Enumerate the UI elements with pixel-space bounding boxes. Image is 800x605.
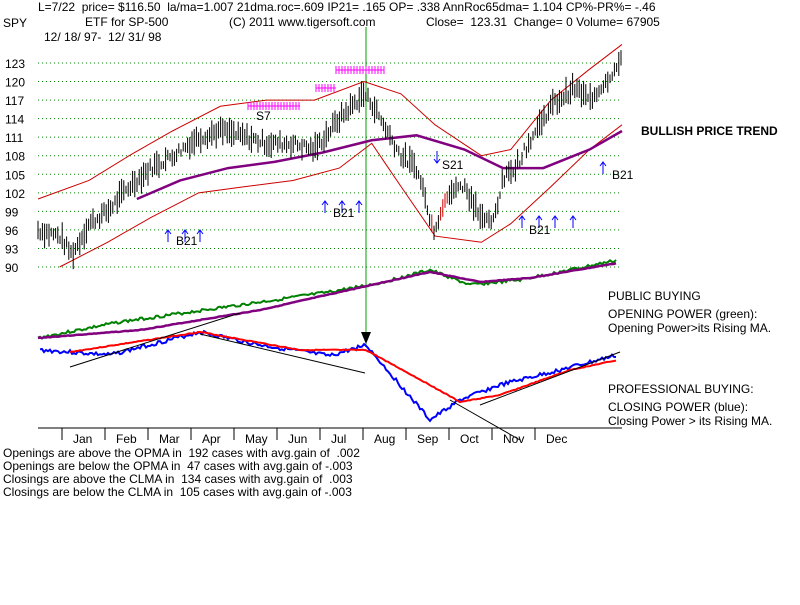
y-axis-ticks: 123 120 117 114 111 108 105 102 99 96 93 90 — [5, 57, 25, 275]
month-label: Nov — [503, 432, 524, 446]
ticker-label: SPY — [3, 16, 28, 30]
stats-line: L=7/22 price= $116.50 la/ma=1.007 21dma.… — [38, 0, 656, 14]
month-label: Aug — [374, 432, 395, 446]
buy-arrow-icon — [518, 215, 526, 228]
trendline — [199, 333, 366, 374]
buy-arrow-icon — [181, 229, 189, 242]
trendline — [449, 399, 521, 441]
signal-b21-3: B21 — [529, 223, 551, 237]
buy-arrow-icon — [535, 215, 543, 228]
y-tick-label: 102 — [5, 187, 25, 201]
y-tick-label: 90 — [5, 261, 19, 275]
buy-arrow-icon — [355, 200, 363, 213]
upper-band-line — [37, 44, 623, 200]
price-bands — [37, 44, 623, 268]
close-line: Close= 123.31 Change= 0 Volume= 67905 — [426, 15, 660, 29]
month-label: Mar — [159, 432, 180, 446]
y-tick-label: 117 — [5, 94, 24, 108]
etf-name: ETF for SP-500 — [85, 15, 169, 29]
opening-power-title: OPENING POWER (green): — [608, 307, 758, 321]
price-grid — [38, 62, 622, 268]
indicator-panel — [37, 258, 621, 441]
stats-line-2: Openings are below the OPMA in 47 cases … — [3, 459, 353, 473]
closing-power-ma-line — [69, 330, 617, 404]
y-tick-label: 105 — [5, 168, 25, 182]
sell-marks — [247, 66, 385, 110]
y-tick-label: 93 — [5, 242, 19, 256]
buy-arrow-icon — [196, 229, 204, 242]
month-label: Jun — [288, 432, 307, 446]
month-label: Jan — [73, 432, 92, 446]
buy-arrow-icon — [338, 200, 346, 213]
closing-power-title: CLOSING POWER (blue): — [608, 400, 749, 414]
lower-band-line — [59, 124, 623, 268]
buy-arrow-icon — [551, 215, 559, 228]
y-tick-label: 123 — [5, 57, 25, 71]
price-bars — [37, 50, 622, 270]
copyright: (C) 2011 www.tigersoft.com — [229, 15, 376, 29]
y-tick-label: 111 — [5, 131, 24, 145]
month-label: Jul — [331, 432, 346, 446]
stats-line-1: Openings are above the OPMA in 192 cases… — [3, 446, 360, 460]
date-range: 12/ 18/ 97- 12/ 31/ 98 — [44, 30, 162, 44]
month-label: May — [245, 432, 268, 446]
month-label: Feb — [116, 432, 137, 446]
bullish-trend-label: BULLISH PRICE TREND — [641, 124, 778, 138]
buy-arrow-icon — [569, 215, 577, 228]
trendline — [479, 351, 621, 406]
signal-b21-4: B21 — [612, 168, 634, 182]
buy-arrow-icon — [164, 229, 172, 242]
stats-line-4: Closings are below the CLMA in 105 cases… — [3, 485, 352, 499]
month-label: Apr — [202, 432, 221, 446]
sell-arrow-icon — [433, 151, 441, 164]
professional-buying-label: PROFESSIONAL BUYING: — [608, 382, 754, 396]
month-label: Sep — [417, 432, 439, 446]
buy-arrow-icon — [321, 200, 329, 213]
y-tick-label: 99 — [5, 205, 19, 219]
public-buying-label: PUBLIC BUYING — [608, 289, 701, 303]
closing-power-line — [39, 329, 617, 423]
moving-average-line — [136, 129, 623, 201]
buy-arrow-icon — [599, 161, 607, 174]
y-tick-label: 108 — [5, 150, 25, 164]
closing-power-desc: Closing Power > its Rising MA. — [608, 414, 773, 428]
stats-line-3: Closings are above the CLMA in 134 cases… — [3, 472, 353, 486]
month-label: Oct — [460, 432, 479, 446]
trendline — [69, 312, 241, 368]
y-tick-label: 120 — [5, 76, 25, 90]
signal-s7: S7 — [256, 109, 271, 123]
signal-b21-1: B21 — [176, 234, 198, 248]
signal-b21-2: B21 — [333, 206, 355, 220]
month-label: Dec — [546, 432, 567, 446]
y-tick-label: 96 — [5, 224, 19, 238]
signal-s21: S21 — [442, 158, 464, 172]
opening-power-desc: Opening Power>its Rising MA. — [608, 321, 772, 335]
marker-arrow — [361, 332, 371, 344]
y-tick-label: 114 — [5, 113, 24, 127]
buy-arrows — [164, 151, 607, 242]
opening-power-ma-line — [37, 262, 617, 340]
month-axis: Jan Feb Mar Apr May Jun Jul Aug Sep Oct Nov Dec — [38, 427, 622, 446]
opening-power-line — [37, 258, 617, 340]
